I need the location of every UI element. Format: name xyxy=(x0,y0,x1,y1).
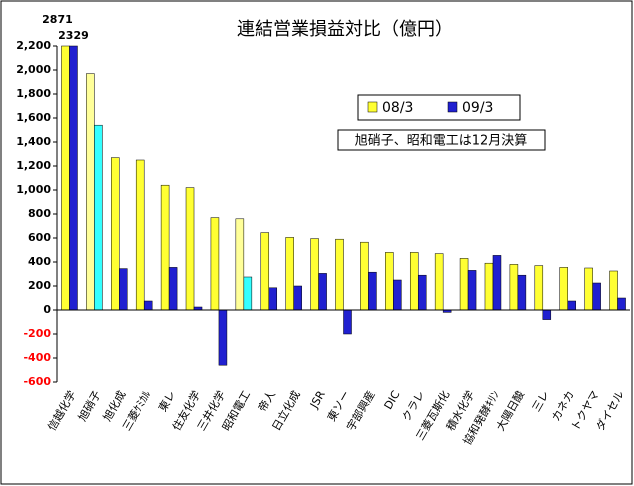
bar xyxy=(343,309,352,335)
annotation: 旭硝子、昭和電工は12月決算 xyxy=(355,134,528,149)
bar xyxy=(94,124,103,311)
bar xyxy=(335,238,344,311)
y-tick-label: -200 xyxy=(23,327,51,340)
annotation-box xyxy=(337,129,546,151)
y-tick-label: -600 xyxy=(23,375,51,388)
bar xyxy=(243,276,253,311)
bar xyxy=(517,274,527,311)
bar xyxy=(143,300,153,311)
bar xyxy=(492,255,502,311)
bar xyxy=(559,267,568,311)
bar xyxy=(542,309,552,320)
y-tick-label: 1,400 xyxy=(16,135,51,148)
bar xyxy=(385,252,394,311)
bar xyxy=(484,262,494,311)
bar xyxy=(218,309,228,366)
bar xyxy=(310,238,319,311)
y-tick-label: 1,800 xyxy=(16,87,51,100)
bar xyxy=(368,271,377,311)
bar xyxy=(434,253,444,311)
bar xyxy=(609,270,618,311)
bar xyxy=(210,217,220,311)
bar xyxy=(69,45,78,311)
bar xyxy=(592,282,601,311)
legend-swatch xyxy=(367,101,378,113)
legend-label: 09/3 xyxy=(462,100,493,116)
bar xyxy=(459,258,469,311)
bar xyxy=(534,265,544,311)
bar xyxy=(293,285,302,311)
bar xyxy=(584,267,593,311)
chart-title: 連結営業損益対比（億円） xyxy=(237,19,453,40)
bar xyxy=(111,157,120,311)
y-tick-label: 1,000 xyxy=(16,183,51,196)
y-tick-label: 2,200 xyxy=(16,39,51,52)
bar xyxy=(119,268,128,311)
y-tick-label: 1,600 xyxy=(16,111,51,124)
bar xyxy=(235,218,245,311)
data-label: 2871 xyxy=(42,13,73,26)
y-tick-label: 200 xyxy=(28,279,51,292)
y-tick-label: 0 xyxy=(43,303,51,316)
bar xyxy=(86,73,95,311)
bar xyxy=(135,159,145,311)
bar xyxy=(260,232,270,311)
bar xyxy=(509,264,519,311)
legend-label: 08/3 xyxy=(382,100,413,116)
bar xyxy=(409,252,419,311)
y-tick-label: 400 xyxy=(28,255,51,268)
bar xyxy=(185,187,195,311)
y-tick-label: 600 xyxy=(28,231,51,244)
bar xyxy=(617,297,626,311)
bar xyxy=(268,287,278,311)
bar xyxy=(285,237,294,311)
bar xyxy=(360,241,369,311)
bar xyxy=(567,300,576,311)
y-tick-label: 2,000 xyxy=(16,63,51,76)
legend-box xyxy=(357,94,521,121)
y-tick-label: -400 xyxy=(23,351,51,364)
bar xyxy=(467,270,477,311)
y-tick-label: 1,200 xyxy=(16,159,51,172)
bar xyxy=(61,45,70,311)
y-tick-label: 800 xyxy=(28,207,51,220)
bar xyxy=(160,184,170,311)
legend-swatch xyxy=(447,101,458,113)
bar xyxy=(168,267,178,311)
data-label: 2329 xyxy=(58,29,89,42)
bar xyxy=(318,273,327,311)
bar xyxy=(393,279,402,311)
bar xyxy=(417,274,427,311)
